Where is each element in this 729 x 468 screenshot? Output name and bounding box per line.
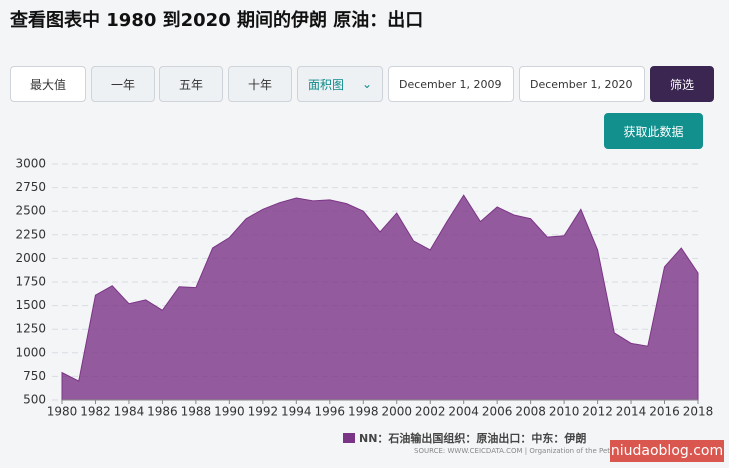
filter-button[interactable]: 筛选 <box>650 66 714 102</box>
x-tick-label: 2008 <box>515 405 546 419</box>
y-tick-label: 2250 <box>15 227 46 241</box>
select-label: 面积图 <box>308 77 345 92</box>
ten-year-button[interactable]: 十年 <box>228 66 292 102</box>
source: SOURCE: WWW.CEICDATA.COM | Organization … <box>414 447 617 455</box>
y-tick-label: 1000 <box>15 345 46 359</box>
x-tick-label: 1996 <box>315 405 346 419</box>
x-tick-label: 2014 <box>616 405 647 419</box>
end-date-input[interactable]: December 1, 2020 <box>519 66 645 102</box>
watermark: niudaoblog.com <box>610 440 724 462</box>
x-tick-label: 2002 <box>415 405 446 419</box>
x-tick-label: 2000 <box>381 405 412 419</box>
y-tick-label: 2750 <box>15 180 46 194</box>
one-year-button[interactable]: 一年 <box>91 66 155 102</box>
x-tick-label: 2006 <box>482 405 513 419</box>
x-tick-label: 1986 <box>147 405 178 419</box>
x-tick-label: 1994 <box>281 405 312 419</box>
x-tick-label: 1998 <box>348 405 379 419</box>
x-tick-label: 2012 <box>582 405 613 419</box>
y-tick-label: 750 <box>23 369 46 383</box>
page-title: 查看图表中 1980 到2020 期间的伊朗 原油：出口 <box>10 10 424 31</box>
x-tick-label: 2004 <box>448 405 479 419</box>
y-tick-label: 1250 <box>15 322 46 336</box>
y-tick-label: 1750 <box>15 275 46 289</box>
y-tick-label: 500 <box>23 393 46 407</box>
x-tick-label: 1984 <box>114 405 145 419</box>
area <box>61 194 699 401</box>
chevron: ⌄ <box>361 77 372 91</box>
five-year-button[interactable]: 五年 <box>159 66 223 102</box>
get-data-button[interactable]: 获取此数据 <box>604 113 703 149</box>
chart-type-select[interactable]: 面积图 ⌄ <box>297 66 383 102</box>
x-tick-label: 2016 <box>649 405 680 419</box>
y-tick-label: 1500 <box>15 298 46 312</box>
y-tick-label: 3000 <box>15 157 46 171</box>
x-tick-label: 1992 <box>248 405 279 419</box>
x-tick-label: 1980 <box>47 405 78 419</box>
x-tick-label: 2010 <box>549 405 580 419</box>
y-tick-label: 2000 <box>15 251 46 265</box>
x-tick-label: 1982 <box>80 405 111 419</box>
legend-label: NN：石油输出国组织：原油出口：中东：伊朗 <box>359 431 586 445</box>
x-tick-label: 1988 <box>181 405 212 419</box>
start-date-input[interactable]: December 1, 2009 <box>388 66 514 102</box>
legend-swatch <box>343 433 355 443</box>
y-tick-label: 2500 <box>15 204 46 218</box>
x-tick-label: 2018 <box>683 405 714 419</box>
x-tick-label: 1990 <box>214 405 245 419</box>
max-button[interactable]: 最大值 <box>10 66 86 102</box>
